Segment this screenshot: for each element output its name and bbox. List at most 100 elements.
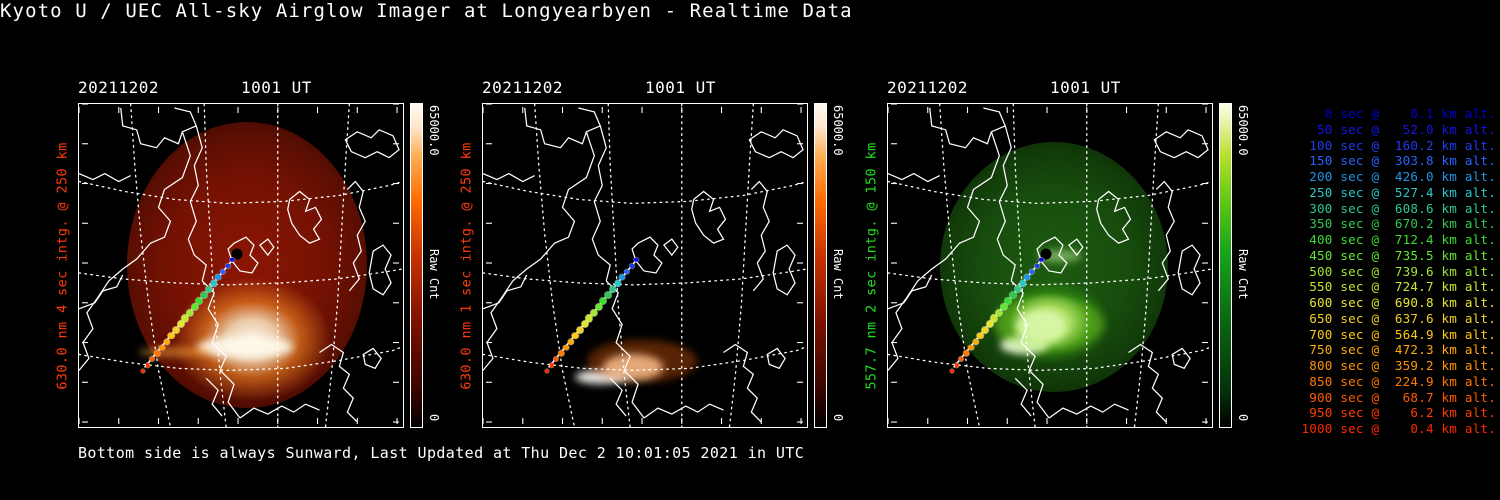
panel-side-label: 630.0 nm 1 sec intg. @ 250 km — [459, 141, 475, 390]
trajectory-point — [1034, 263, 1040, 269]
page-title: Kyoto U / UEC All-sky Airglow Imager at … — [0, 0, 853, 22]
imager-panel-630nm-1sec: 20211202 1001 UT 630.0 nm 1 sec intg. @ … — [404, 0, 874, 500]
trajectory-point — [585, 314, 593, 322]
legend-row: 1000 sec @ 0.4 km alt. — [1301, 421, 1496, 436]
panel-time: 1001 UT — [241, 78, 312, 97]
all-sky-image[interactable] — [887, 103, 1213, 428]
airglow-disc — [940, 142, 1168, 392]
trajectory-point — [567, 338, 574, 345]
trajectory-legend: 0 sec @ 0.1 km alt. 50 sec @ 52.0 km alt… — [1264, 106, 1496, 437]
trajectory-point — [172, 326, 180, 334]
legend-row: 450 sec @ 735.5 km alt. — [1301, 247, 1496, 263]
legend-row: 250 sec @ 527.4 km alt. — [1301, 184, 1496, 200]
trajectory-point — [576, 326, 584, 334]
trajectory-point — [545, 369, 549, 373]
legend-row: 750 sec @ 472.3 km alt. — [1301, 342, 1496, 358]
trajectory-point — [958, 356, 964, 362]
panel-side-label: 557.7 nm 2 sec intg. @ 150 km — [864, 141, 880, 390]
legend-row: 350 sec @ 670.2 km alt. — [1301, 216, 1496, 232]
panel-date: 20211202 — [78, 78, 160, 97]
trajectory-point — [215, 274, 222, 281]
trajectory-point — [995, 308, 1003, 317]
panel-date: 20211202 — [482, 78, 564, 97]
legend-row: 850 sec @ 224.9 km alt. — [1301, 373, 1496, 389]
legend-row: 150 sec @ 303.8 km alt. — [1301, 153, 1496, 169]
trajectory-point — [609, 285, 617, 293]
legend-row: 200 sec @ 426.0 km alt. — [1301, 169, 1496, 184]
legend-row: 800 sec @ 359.2 km alt. — [1301, 358, 1496, 373]
airglow-disc — [127, 122, 367, 408]
trajectory-point — [191, 303, 199, 311]
trajectory-point — [595, 303, 603, 311]
trajectory-point — [145, 362, 150, 368]
map-overlay — [483, 104, 807, 427]
trajectory-point — [581, 320, 589, 328]
trajectory-point — [200, 291, 208, 299]
status-footer: Bottom side is always Sunward, Last Upda… — [78, 444, 805, 462]
trajectory-point — [1039, 257, 1044, 263]
trajectory-point — [562, 344, 569, 351]
trajectory-point — [220, 268, 226, 275]
legend-row: 600 sec @ 690.8 km alt. — [1301, 295, 1496, 310]
legend-row: 50 sec @ 52.0 km alt. — [1301, 121, 1496, 137]
trajectory-point — [599, 297, 607, 305]
trajectory-point — [635, 248, 647, 260]
trajectory-point — [967, 344, 974, 351]
trajectory-point — [558, 350, 564, 357]
colorbar-unit-label: Raw Cnt — [1236, 249, 1250, 300]
trajectory-point — [210, 280, 217, 287]
colorbar-max-label: 65000.0 — [1236, 105, 1250, 156]
trajectory-point — [167, 332, 175, 340]
legend-row: 650 sec @ 637.6 km alt. — [1301, 310, 1496, 326]
trajectory-point — [549, 362, 554, 368]
all-sky-image[interactable] — [482, 103, 808, 428]
panel-date: 20211202 — [887, 78, 969, 97]
legend-row: 700 sec @ 564.9 km alt. — [1301, 326, 1496, 342]
trajectory-point — [1040, 248, 1052, 260]
trajectory-point — [195, 297, 203, 305]
trajectory-point — [571, 332, 579, 340]
trajectory-point — [972, 338, 979, 345]
trajectory-point — [230, 257, 235, 263]
legend-row: 300 sec @ 608.6 km alt. — [1301, 200, 1496, 216]
trajectory-point — [181, 314, 189, 322]
trajectory-point — [186, 308, 194, 317]
panel-time: 1001 UT — [1050, 78, 1121, 97]
trajectory-point — [986, 320, 994, 328]
trajectory-point — [1024, 274, 1031, 281]
trajectory-point — [963, 350, 969, 357]
trajectory-point — [604, 291, 612, 299]
legend-row: 500 sec @ 739.6 km alt. — [1301, 263, 1496, 279]
trajectory-point — [634, 257, 639, 263]
trajectory-point — [1000, 303, 1008, 311]
legend-row: 950 sec @ 6.2 km alt. — [1301, 405, 1496, 421]
legend-row: 900 sec @ 68.7 km alt. — [1301, 389, 1496, 405]
trajectory-point — [205, 285, 213, 293]
trajectory-point — [1004, 297, 1012, 305]
trajectory-point — [225, 263, 231, 269]
trajectory-point — [976, 332, 984, 340]
panel-side-label: 630.0 nm 4 sec intg. @ 250 km — [55, 141, 71, 390]
imager-panel-630nm-4sec: 20211202 1001 UT 630.0 nm 4 sec intg. @ … — [0, 0, 470, 500]
trajectory-point — [1019, 280, 1026, 287]
map-overlay — [79, 104, 403, 427]
trajectory-point — [141, 369, 145, 373]
legend-row: 0 sec @ 0.1 km alt. — [1301, 106, 1496, 121]
map-overlay — [888, 104, 1212, 427]
trajectory-point — [619, 274, 626, 281]
trajectory-point — [624, 268, 630, 275]
trajectory-point — [149, 356, 155, 362]
trajectory-point — [154, 350, 160, 357]
all-sky-image[interactable] — [78, 103, 404, 428]
trajectory-point — [614, 280, 621, 287]
trajectory-point — [1009, 291, 1017, 299]
colorbar-min-label: 0 — [1236, 414, 1250, 422]
panel-time: 1001 UT — [645, 78, 716, 97]
imager-panel-5577nm-2sec: 20211202 1001 UT 557.7 nm 2 sec intg. @ … — [809, 0, 1279, 500]
trajectory-point — [1029, 268, 1035, 275]
trajectory-point — [990, 314, 998, 322]
trajectory-point — [590, 308, 598, 317]
trajectory-point — [553, 356, 559, 362]
trajectory-point — [1014, 285, 1022, 293]
trajectory-point — [981, 326, 989, 334]
